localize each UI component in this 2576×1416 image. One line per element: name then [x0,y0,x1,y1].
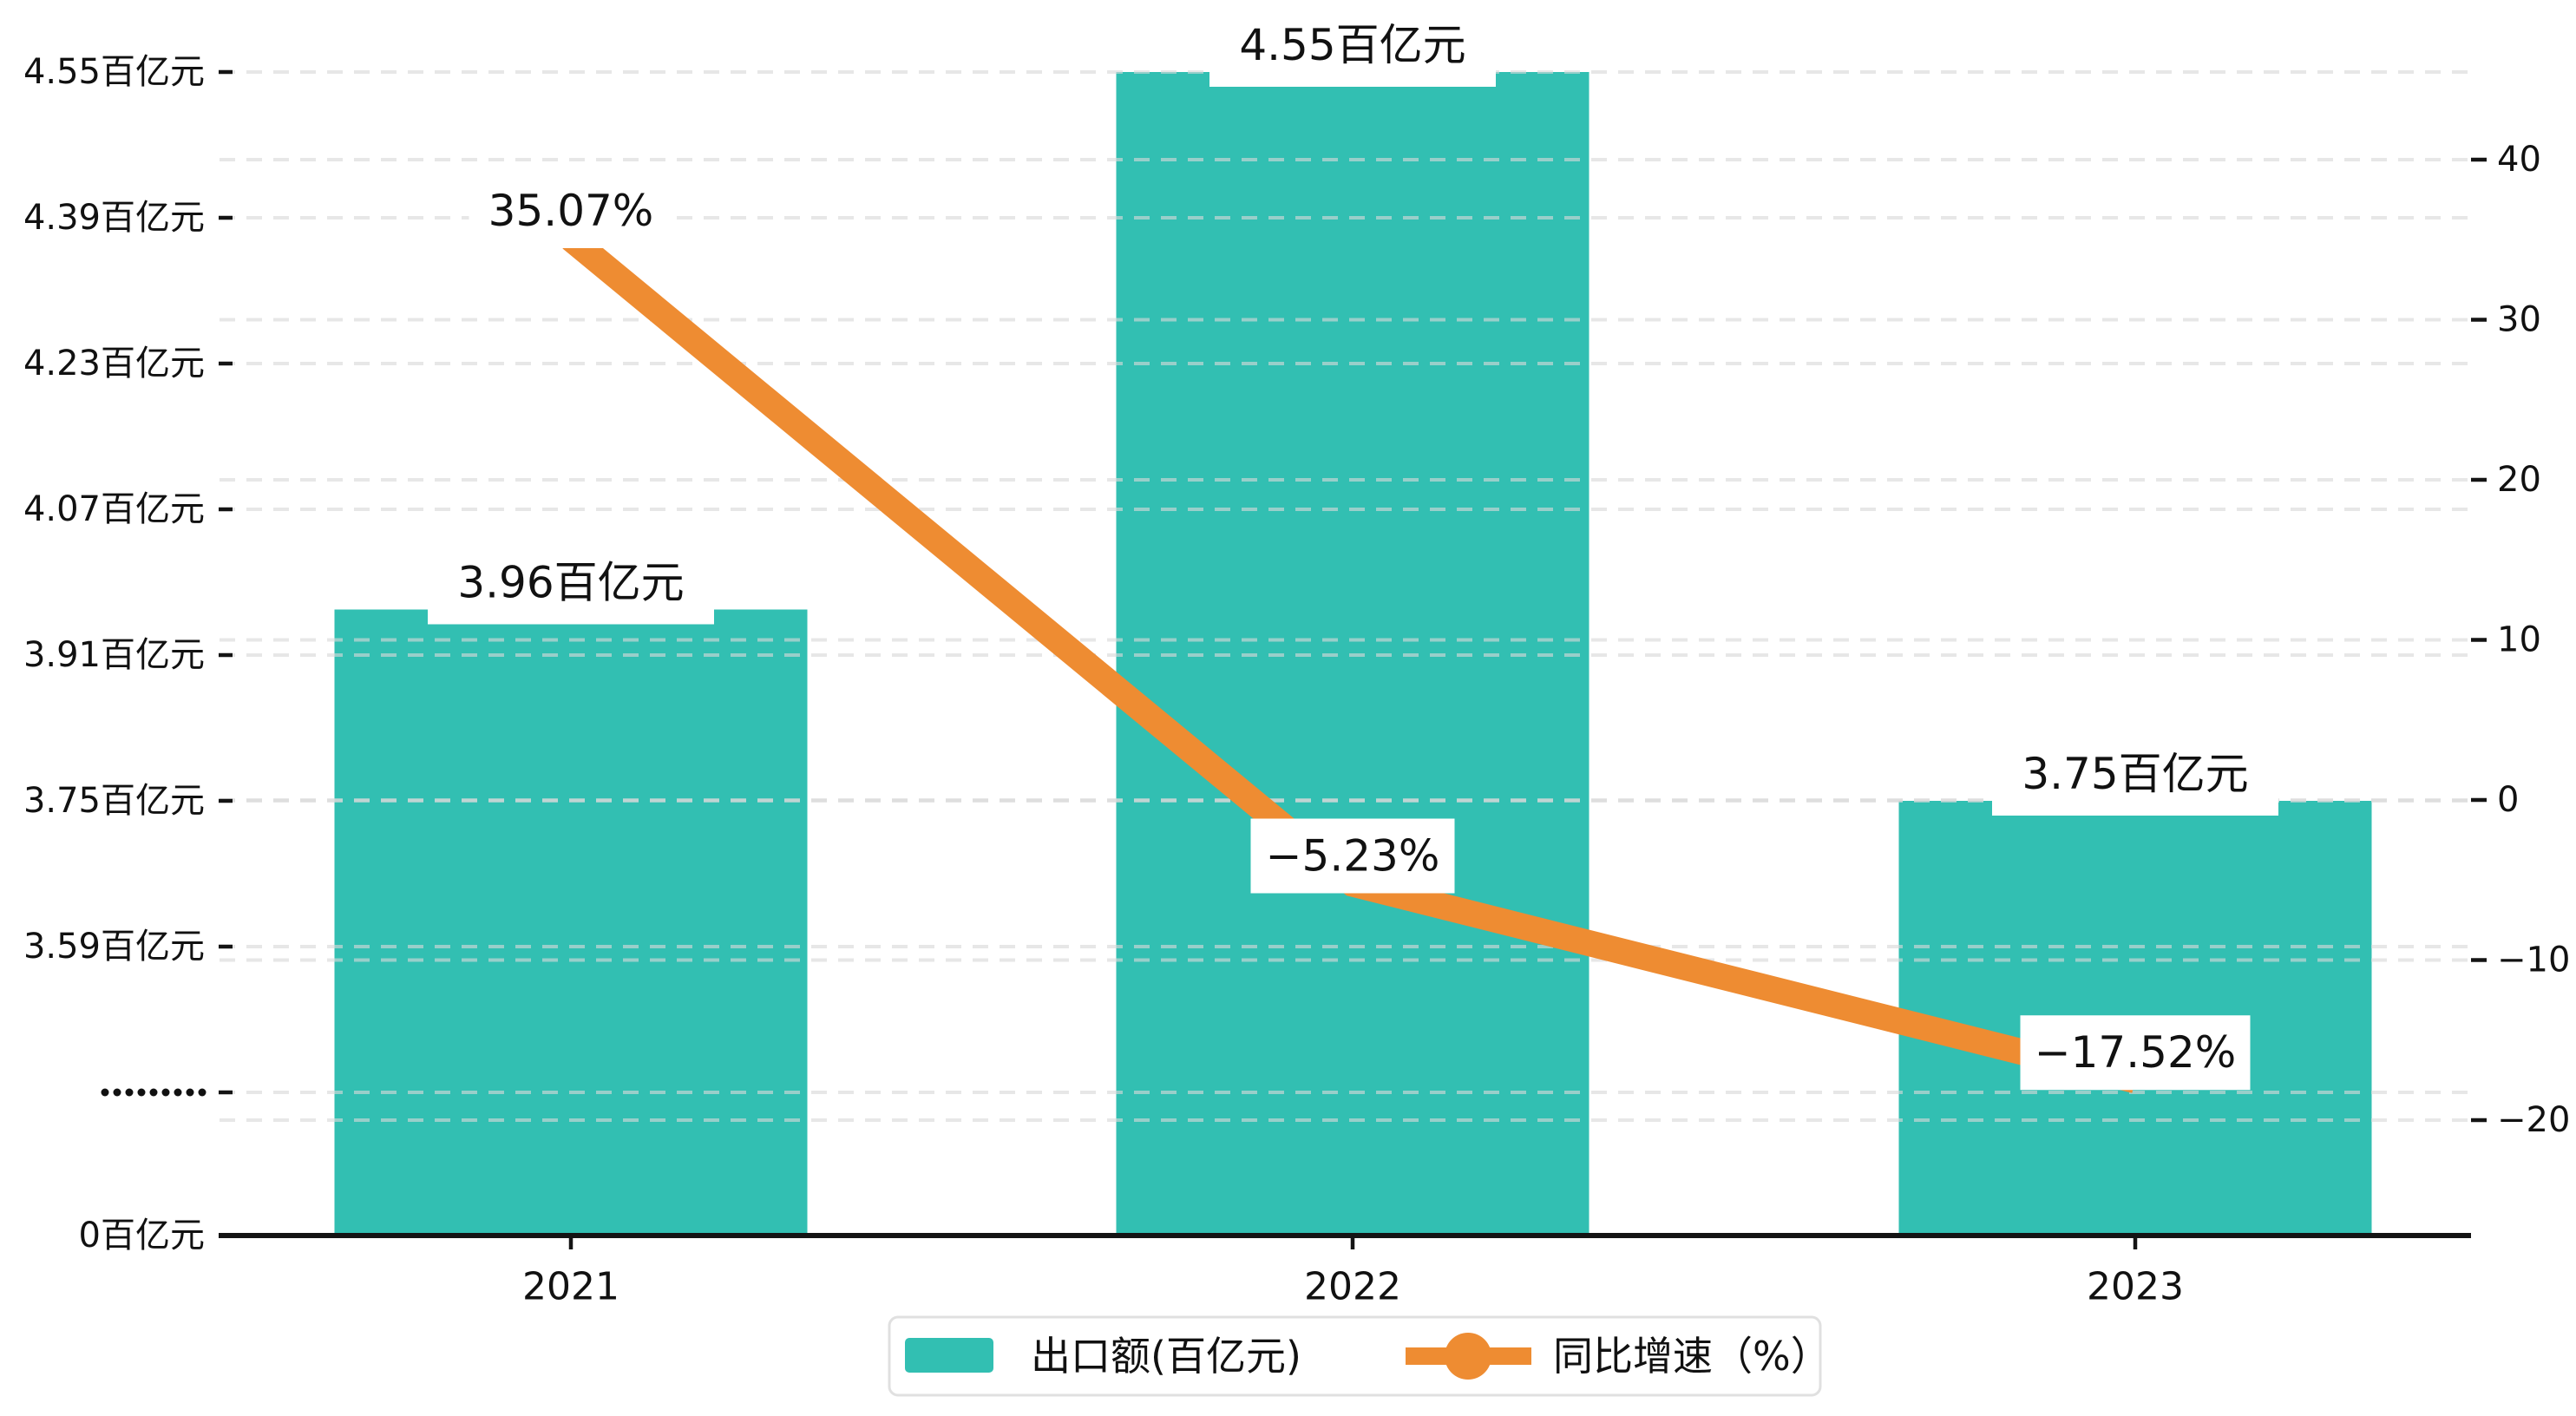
legend: 出口额(百亿元) 同比增速（%） [888,1315,1831,1397]
axis-break-dot [137,1088,146,1097]
axes: 4.55百亿元 4.39百亿元 4.23百亿元 4.07百亿元 3.91百亿元 3.75百… [23,52,2570,1309]
right-axis-label: 10 [2497,620,2541,660]
legend-bar-swatch [905,1338,993,1373]
legend-label-growth: 同比增速（%） [1553,1333,1831,1380]
axis-break-dot [198,1088,206,1097]
axis-break-dot [161,1088,170,1097]
legend-box [888,1315,1822,1397]
bar-value-labels: 3.96百亿元 4.55百亿元 3.75百亿元 [428,16,2278,816]
axis-break-dot [125,1088,134,1097]
right-axis-label: −20 [2497,1100,2570,1140]
legend-item-export[interactable]: 出口额(百亿元) [905,1333,1301,1380]
x-axis-label-2022: 2022 [1304,1265,1401,1309]
growth-value-label-2022: −5.23% [1266,830,1440,881]
bar-label-box-2022 [1209,16,1496,87]
bar-value-label-2021: 3.96百亿元 [457,558,684,608]
growth-label-box-2021 [469,173,673,248]
left-axis-label: 4.39百亿元 [23,198,205,238]
right-axis-label: 20 [2497,460,2541,500]
axis-break-dot [149,1088,158,1097]
left-axis-label: 3.59百亿元 [23,927,205,967]
right-axis-label: 0 [2497,780,2519,820]
growth-label-box-2023 [2020,1015,2251,1091]
growth-label-box-2022 [1250,818,1455,894]
left-axis-label: 3.91百亿元 [23,635,205,675]
axis-break-dot [186,1088,194,1097]
axis-break-dot [174,1088,182,1097]
right-axis-label: −10 [2497,941,2570,980]
left-axis-label: 4.23百亿元 [23,344,205,384]
growth-value-label-2023: −17.52% [2035,1027,2237,1078]
bar-label-box-2021 [428,554,714,625]
right-axis-label: 40 [2497,140,2541,180]
bar-value-label-2022: 4.55百亿元 [1239,20,1465,70]
legend-item-growth[interactable]: 同比增速（%） [1406,1333,1831,1380]
bar-label-box-2023 [1992,745,2278,816]
legend-label-export: 出口额(百亿元) [1031,1333,1301,1380]
x-axis-label-2021: 2021 [522,1265,619,1309]
left-axis-label: 4.07百亿元 [23,489,205,529]
legend-line-dot-icon [1445,1333,1491,1380]
axis-break-dot [101,1088,109,1097]
bar-2021[interactable] [334,609,808,1236]
x-axis-label-2023: 2023 [2087,1265,2184,1309]
left-axis-zero-label: 0百亿元 [79,1216,205,1255]
axis-break-dot [113,1088,121,1097]
bar-value-label-2023: 3.75百亿元 [2022,749,2248,799]
axis-break-dots [101,1088,206,1097]
left-axis-label: 3.75百亿元 [23,781,205,821]
right-axis-label: 30 [2497,300,2541,340]
growth-value-labels: 35.07% −5.23% −17.52% [469,173,2251,1091]
left-axis-label: 4.55百亿元 [23,52,205,92]
growth-value-label-2021: 35.07% [488,186,654,236]
